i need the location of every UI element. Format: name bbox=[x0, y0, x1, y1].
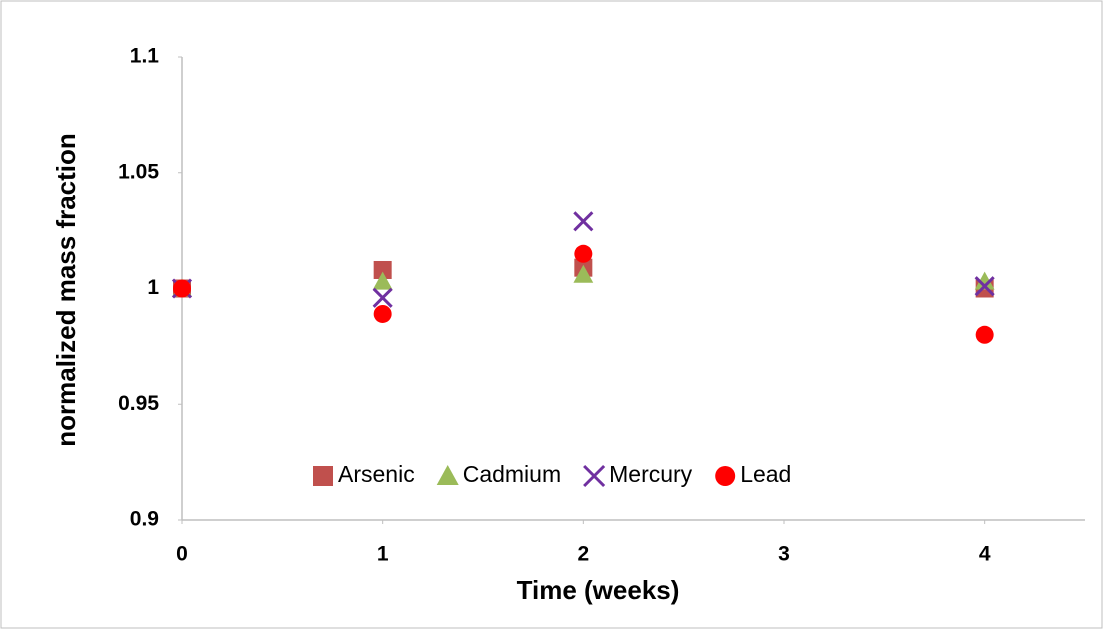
data-point bbox=[975, 325, 994, 344]
x-tick-label: 2 bbox=[577, 543, 589, 566]
data-point bbox=[372, 287, 393, 308]
legend-label: Cadmium bbox=[463, 461, 561, 487]
data-point bbox=[373, 304, 392, 323]
series bbox=[173, 244, 994, 344]
x-tick-label: 3 bbox=[778, 543, 790, 566]
y-axis-title: normalized mass fraction bbox=[51, 133, 81, 447]
legend-label: Lead bbox=[740, 461, 791, 487]
data-point bbox=[372, 271, 393, 290]
x-tick-label: 0 bbox=[176, 543, 188, 566]
legend-label: Mercury bbox=[609, 461, 693, 487]
x-tick-label: 1 bbox=[377, 543, 389, 566]
x-tick-label: 4 bbox=[979, 543, 991, 566]
x-axis-title: Time (weeks) bbox=[517, 575, 680, 605]
legend-marker bbox=[436, 465, 459, 485]
y-tick-label: 0.95 bbox=[118, 392, 159, 415]
data-point bbox=[573, 264, 594, 283]
data-point bbox=[974, 271, 995, 290]
legend: Arsenic Cadmium Mercury Lead bbox=[313, 461, 791, 487]
data-point bbox=[573, 211, 594, 232]
y-tick-label: 1 bbox=[147, 276, 159, 299]
y-tick-label: 0.9 bbox=[130, 508, 159, 531]
y-tick-label: 1.05 bbox=[118, 160, 159, 183]
data-point bbox=[373, 260, 392, 279]
data-point bbox=[173, 279, 191, 298]
legend-marker bbox=[313, 466, 333, 486]
y-tick-label: 1.1 bbox=[130, 45, 160, 68]
data-point bbox=[974, 276, 995, 297]
legend-marker bbox=[715, 466, 736, 486]
legend-marker bbox=[583, 464, 606, 488]
legend-label: Arsenic bbox=[338, 461, 415, 487]
data-point bbox=[574, 244, 593, 263]
